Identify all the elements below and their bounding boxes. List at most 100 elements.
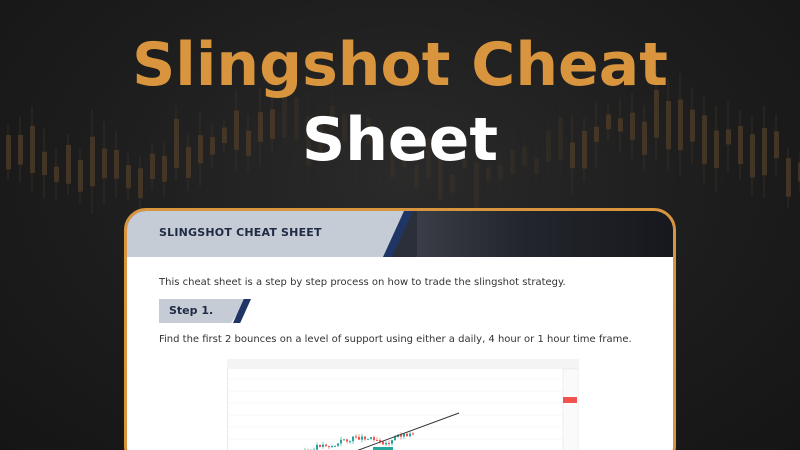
chart-candle-body <box>331 446 333 448</box>
step-badge: Step 1. <box>159 299 251 323</box>
background-candle-body <box>54 166 59 182</box>
header-title-band <box>127 211 407 257</box>
chart-candle-body <box>409 433 411 437</box>
background-candle-body <box>510 149 515 174</box>
background-candle-body <box>750 134 755 178</box>
background-candle-body <box>450 173 455 193</box>
header-photo <box>417 211 673 257</box>
background-candle-body <box>678 99 683 151</box>
background-candle-body <box>6 134 11 170</box>
chart-candle-body <box>382 441 384 445</box>
chart-candle-body <box>373 437 375 440</box>
bounce-marker <box>373 447 393 450</box>
title-line-2: Sheet <box>302 105 498 175</box>
background-candle-body <box>342 113 347 142</box>
background-candle-body <box>642 121 647 155</box>
background-candle-body <box>558 117 563 160</box>
chart-candle-body <box>370 437 372 439</box>
background-candle-body <box>330 105 335 131</box>
background-candle-body <box>186 147 191 178</box>
background-candle-body <box>786 158 791 197</box>
background-candle-body <box>462 155 467 169</box>
background-candle-body <box>198 135 203 164</box>
background-candle-body <box>390 130 395 178</box>
background-candle-body <box>366 117 371 144</box>
background-candle-body <box>162 155 167 182</box>
background-candle-body <box>714 130 719 168</box>
chart-candle-body <box>361 436 363 440</box>
background-candle-body <box>630 112 635 140</box>
chart-candle-body <box>346 439 348 442</box>
chart-candle-body <box>337 443 339 446</box>
background-candle-body <box>534 158 539 174</box>
background-candle-body <box>570 142 575 169</box>
background-candle-body <box>486 167 491 182</box>
chart-candle-body <box>349 441 351 443</box>
background-candle-body <box>426 137 431 178</box>
background-candle-body <box>30 125 35 173</box>
background-candle-body <box>690 109 695 142</box>
chart-candle-body <box>400 434 402 437</box>
background-candle-body <box>582 130 587 169</box>
background-candle-body <box>666 100 671 150</box>
chart-candle-body <box>403 433 405 437</box>
background-candle-body <box>654 89 659 138</box>
background-candle-body <box>18 134 23 165</box>
background-candle-body <box>378 140 383 157</box>
background-candle-body <box>354 136 359 160</box>
step-description: Find the first 2 bounces on a level of s… <box>159 334 632 345</box>
background-candle-body <box>210 137 215 155</box>
chart-candle-body <box>340 439 342 444</box>
background-candle-body <box>246 130 251 156</box>
chart-candle-body <box>367 438 369 440</box>
background-candle-body <box>102 148 107 179</box>
background-candle-body <box>78 160 83 192</box>
chart-grid <box>227 378 563 440</box>
background-candle-body <box>126 165 131 189</box>
background-candle-body <box>726 129 731 145</box>
price-marker <box>563 397 577 403</box>
chart-candle-body <box>406 433 408 437</box>
chart-candle-body <box>358 437 360 440</box>
background-candle-body <box>438 152 443 200</box>
background-candle-body <box>522 146 527 165</box>
chart-candle-body <box>322 444 324 447</box>
background-candle-body <box>474 162 479 208</box>
chart-candle-body <box>319 444 321 447</box>
background-candle-body <box>702 115 707 164</box>
chart-candles <box>304 431 414 450</box>
background-candle-body <box>234 110 239 150</box>
background-candle-body <box>294 97 299 140</box>
document-header: SLINGSHOT CHEAT SHEET <box>127 211 673 257</box>
chart-candle-body <box>385 442 387 445</box>
background-candle-body <box>618 118 623 132</box>
title-line-1: Slingshot Cheat <box>132 30 668 100</box>
background-candle-body <box>594 126 599 142</box>
background-candle-body <box>498 164 503 180</box>
background-candle-body <box>414 165 419 188</box>
background-candle-body <box>90 136 95 187</box>
chart-candle-body <box>394 437 396 441</box>
background-candlestick-pattern <box>6 68 800 214</box>
background-candle-body <box>258 112 263 142</box>
chart-candle-body <box>376 439 378 441</box>
background-candle-body <box>762 128 767 176</box>
chart-candle-body <box>355 436 357 438</box>
step-label: Step 1. <box>169 304 214 317</box>
chart-candle-body <box>364 436 366 440</box>
chart-candle-body <box>388 442 390 444</box>
step-badge-background <box>159 299 247 323</box>
chart-candle-body <box>334 445 336 447</box>
document-intro-text: This cheat sheet is a step by step proce… <box>159 277 566 288</box>
chart-price-axis <box>562 368 579 450</box>
document-header-title: SLINGSHOT CHEAT SHEET <box>159 226 322 239</box>
background-candle-body <box>402 150 407 168</box>
chart-candle-body <box>316 444 318 450</box>
chart-candle-body <box>325 444 327 447</box>
background-candle-body <box>798 162 800 182</box>
background-candle-body <box>606 114 611 130</box>
background-candle-body <box>174 118 179 168</box>
background-candle-body <box>282 96 287 138</box>
background-candle-body <box>114 149 119 179</box>
chart-candle-body <box>352 436 354 442</box>
